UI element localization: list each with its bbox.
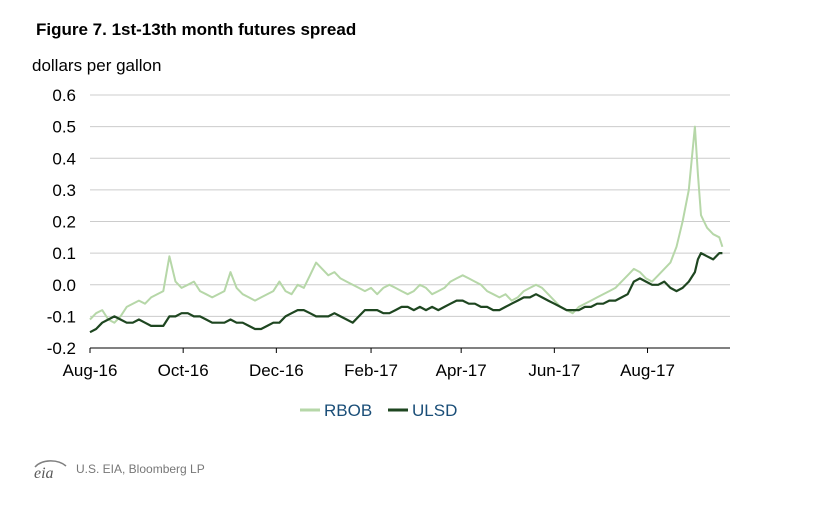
y-tick-label: 0.6 (52, 86, 76, 105)
source-line: eia U.S. EIA, Bloomberg LP (32, 458, 205, 480)
y-axis-tick-labels: -0.2 -0.1 0.0 0.1 0.2 0.3 0.4 0.5 0.6 (47, 86, 76, 358)
gridlines (90, 94, 730, 349)
y-tick-label: 0.1 (52, 244, 76, 263)
legend-label-rbob: RBOB (324, 401, 372, 420)
x-tick-label: Apr-17 (436, 361, 487, 380)
x-tick-label: Jun-17 (528, 361, 580, 380)
eia-logo-text: eia (34, 465, 54, 480)
series-lines (89, 125, 724, 334)
y-tick-label: 0.2 (52, 213, 76, 232)
eia-logo: eia (34, 460, 67, 480)
y-tick-label: 0.5 (52, 118, 76, 137)
legend: RBOB ULSD (300, 401, 457, 420)
legend-label-ulsd: ULSD (412, 401, 457, 420)
y-tick-label: -0.1 (47, 307, 76, 326)
x-tick-label: Oct-16 (158, 361, 209, 380)
source-text: U.S. EIA, Bloomberg LP (76, 462, 205, 476)
y-tick-label: 0.3 (52, 181, 76, 200)
y-tick-label: 0.4 (52, 149, 76, 168)
y-axis-units: dollars per gallon (32, 56, 162, 75)
x-tick-label: Dec-16 (249, 361, 304, 380)
series-line-rbob (89, 125, 724, 324)
series-line-ulsd (89, 252, 723, 334)
y-tick-label: 0.0 (52, 276, 76, 295)
x-tick-label: Feb-17 (344, 361, 398, 380)
x-tick-label: Aug-17 (620, 361, 675, 380)
x-axis: Aug-16 Oct-16 Dec-16 Feb-17 Apr-17 Jun-17 Aug-… (63, 347, 730, 380)
chart-title: Figure 7. 1st-13th month futures spread (36, 20, 357, 39)
y-tick-label: -0.2 (47, 339, 76, 358)
x-tick-label: Aug-16 (63, 361, 118, 380)
